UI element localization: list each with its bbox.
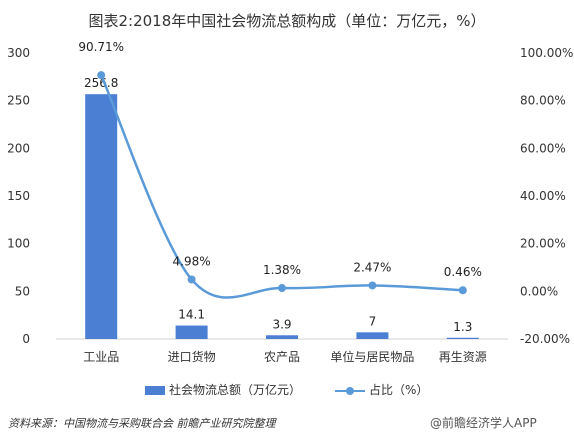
left-tick-label: 100 [7, 237, 30, 251]
source-note: 资料来源：中国物流与采购联合会 前瞻产业研究院整理 [8, 417, 276, 430]
share-points [97, 71, 467, 295]
category-label: 单位与居民物品 [330, 349, 414, 364]
category-label: 进口货物 [168, 349, 216, 364]
right-tick-label: -20.00% [520, 332, 570, 346]
bar-value-label: 3.9 [272, 317, 291, 331]
right-tick-label: 80.00% [520, 94, 566, 108]
bar-series [85, 94, 479, 340]
left-tick-label: 0 [22, 332, 30, 346]
left-axis: 0 50 100 150 200 250 300 [7, 46, 30, 346]
share-point [278, 284, 286, 293]
category-label: 农产品 [264, 350, 300, 364]
legend-line-label: 占比（%） [369, 383, 429, 397]
right-tick-label: 40.00% [520, 189, 566, 203]
share-value-label: 4.98% [173, 254, 211, 268]
chart-plot: 0 50 100 150 200 250 300 -20.00% 0.00% 20.00% 40.… [7, 40, 573, 364]
bar [266, 335, 298, 339]
share-point [187, 275, 196, 284]
share-value-label: 2.47% [353, 260, 391, 274]
legend-bar-label: 社会物流总额（万亿元） [169, 383, 302, 397]
bar [175, 325, 208, 339]
legend: 社会物流总额（万亿元） 占比（%） [0, 381, 574, 401]
legend-line-swatch [335, 386, 365, 396]
category-label: 再生资源 [439, 350, 487, 364]
left-tick-label: 150 [7, 189, 30, 203]
left-tick-label: 50 [15, 284, 30, 298]
bar [85, 94, 118, 340]
category-labels: 工业品 进口货物 农产品 单位与居民物品 再生资源 [83, 349, 487, 364]
bar-value-labels: 256.8 14.1 3.9 7 1.3 [84, 76, 472, 334]
legend-item-bar: 社会物流总额（万亿元） [145, 381, 301, 398]
left-tick-label: 250 [7, 94, 30, 108]
right-tick-label: 20.00% [520, 237, 566, 251]
category-label: 工业品 [83, 350, 119, 364]
right-axis: -20.00% 0.00% 20.00% 40.00% 60.00% 80.00% 100.… [520, 46, 573, 346]
share-point [368, 281, 377, 290]
bar [356, 332, 389, 339]
right-tick-label: 100.00% [520, 46, 573, 60]
share-value-labels: 90.71% 4.98% 1.38% 2.47% 0.46% [78, 40, 482, 279]
share-point [458, 286, 467, 295]
share-point [97, 71, 106, 80]
bar-value-label: 1.3 [453, 320, 472, 334]
bar-value-label: 256.8 [84, 76, 118, 90]
share-value-label: 0.46% [444, 265, 482, 279]
chart-title: 图表2:2018年中国社会物流总额构成（单位：万亿元，%） [88, 12, 486, 30]
share-line [100, 74, 463, 299]
share-value-label: 90.71% [78, 40, 124, 54]
legend-item-line: 占比（%） [335, 381, 428, 398]
legend-bar-swatch [145, 386, 165, 395]
left-tick-label: 200 [7, 141, 30, 155]
bar-value-label: 7 [369, 314, 377, 328]
share-value-label: 1.38% [263, 263, 301, 277]
left-tick-label: 300 [7, 46, 30, 60]
right-tick-label: 0.00% [520, 284, 558, 298]
right-tick-label: 60.00% [520, 141, 566, 155]
bar [446, 337, 479, 339]
watermark-text: @前瞻经济学人APP [430, 416, 537, 430]
bar-value-label: 14.1 [178, 308, 205, 322]
